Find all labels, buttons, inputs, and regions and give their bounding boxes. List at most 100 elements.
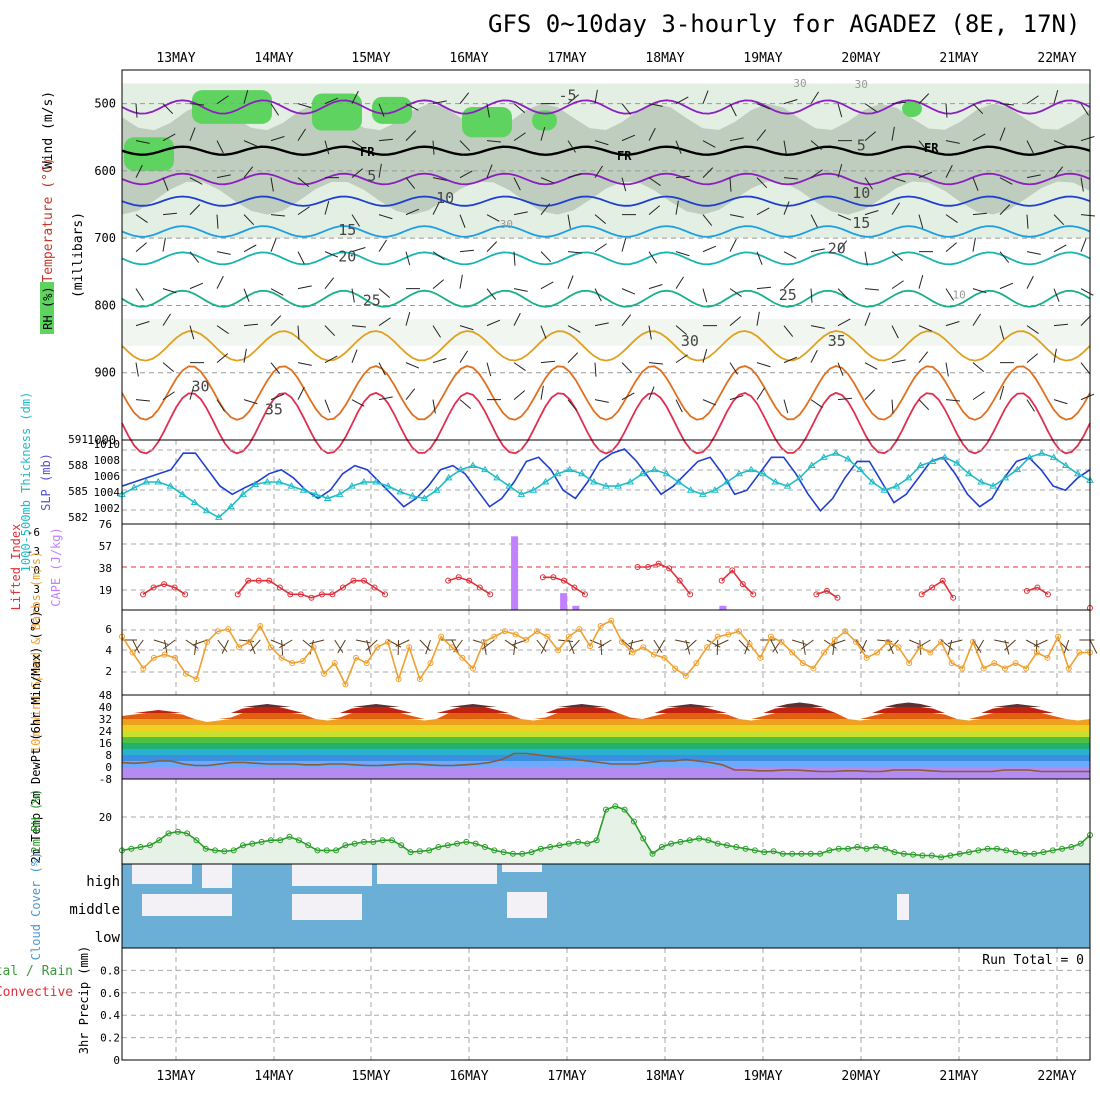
thickness-series-point [856,465,864,473]
thickness-series-point [1061,461,1070,469]
lifted-index-series-point [823,587,830,594]
wind-barb [567,352,579,363]
wind-barb [594,288,602,302]
date-label-bottom: 21MAY [939,1069,978,1084]
wind-barb [540,385,544,400]
wind-barb [1053,90,1059,104]
wind-barb [594,165,603,178]
rh2m-series-point [547,844,554,850]
lifted-index-series-point [287,591,294,598]
wind-barb [648,103,663,107]
wind-barb [378,239,387,252]
wind10m-barb [540,639,548,654]
wind-barb [351,325,366,328]
wind-barb [972,391,985,401]
rh-band-70 [122,103,1090,215]
rh2m-series-point [724,842,730,849]
axis-label-rh2m: 2m RH (%) [29,788,43,853]
thickness-series-point [432,486,441,493]
lifted-index-series-point [234,591,241,598]
rh2m-series-point [137,844,144,850]
thickness-series-point [928,457,937,464]
wind10m-series-point [129,649,136,656]
thickness-series-point [1001,473,1010,481]
wind-barb [621,238,627,252]
lifted-index-series [141,561,1093,610]
lifted-index-series-point [308,594,315,601]
rh-label: 30 [855,78,868,91]
wind10m-tick: 2 [105,665,112,678]
rh2m-series-point [668,840,675,847]
rh2m-series-point [333,847,340,854]
rh-patch-90 [532,110,557,131]
pressure-tick: 500 [94,97,116,111]
wind-barb [891,101,906,105]
thickness-series-point [735,469,743,477]
rh2m-series [119,803,1093,861]
wind-barb [459,350,468,363]
wind10m-series-point [938,638,945,645]
thickness-series-point [698,490,707,497]
wind-barb [513,177,521,191]
lifted-index-series-point [276,584,283,591]
wind-barb [486,288,497,300]
wind-barb [486,140,501,143]
wind10m-series-point [735,628,742,635]
thickness-series-point [202,506,211,514]
wind-barb [648,362,663,365]
wind10m-barb [947,639,963,645]
rh2m-series-point [286,833,293,840]
wind-barb [297,206,310,216]
slp-tick: 1006 [94,470,121,483]
cloud-gap [132,864,192,884]
temp-band [122,737,1090,743]
wind10m-barb [366,639,372,655]
isotherm-line [121,172,1091,186]
wind-barb [1026,140,1034,154]
thickness-series-point [505,482,514,489]
thickness-series-point [154,478,163,485]
wind-barb [405,130,417,141]
wind-barb [1026,275,1034,289]
wind-barb [513,251,516,266]
axis-label-lifted-index: Lifted Index [9,524,23,611]
wind10m-series-point [980,665,987,672]
axis-label-temperature: Temperature (°C) [41,157,56,282]
cloud-gap [202,864,232,888]
wind-barb [243,90,249,104]
wind10m-series-point [278,654,285,661]
rh2m-series-point [900,850,907,857]
temp-band [122,719,1090,725]
wind10m-series-point [746,641,753,647]
wind10m-series-point [321,670,328,677]
thickness-series-point [747,465,756,473]
wind10m-barb [675,639,690,644]
wind-barb [135,362,139,377]
wind-barb [783,325,794,337]
wind-barb [216,140,224,154]
wind-barb [756,207,770,216]
rh2m-series-point [314,847,321,854]
lifted-index-series-point [750,591,757,598]
isotherm-label: 15 [338,221,356,239]
lifted-index-series-point [666,565,673,572]
thickness-series-point [662,469,671,477]
date-label-top: 19MAY [743,51,782,66]
temp-band [122,743,1090,749]
lifted-index-series-line [143,564,1090,608]
wind10m-barb [569,639,580,652]
wind-barb [432,279,445,290]
wind-barb [918,140,929,152]
wind10m-series-point [927,649,934,656]
wind-barb [216,174,231,179]
wind10m-barb [738,639,750,652]
wind10m-series-point [587,643,594,650]
wind10m-series-point [544,633,551,640]
isotherm-label: 35 [828,332,846,350]
lifted-index-series-point [140,591,147,598]
wind10m-barb [877,639,893,642]
wind-barb [648,177,661,186]
cape-bar [719,605,727,610]
rh2m-series-point [807,850,814,857]
thickness-series-point [275,478,284,485]
